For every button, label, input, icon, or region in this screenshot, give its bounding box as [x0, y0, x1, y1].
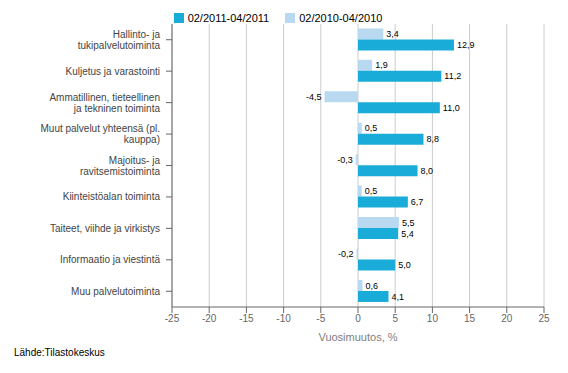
svg-text:Muut palvelut yhteensä (pl.kau: Muut palvelut yhteensä (pl.kauppa)	[40, 123, 160, 145]
svg-text:Hallinto- jatukipalvelutoimint: Hallinto- jatukipalvelutoiminta	[78, 29, 161, 51]
html-text:02/2011-04/2011: 02/2011-04/2011	[187, 12, 270, 24]
svg-text:5,5: 5,5	[402, 218, 415, 228]
svg-text:6,7: 6,7	[411, 197, 424, 207]
svg-text:12,9: 12,9	[457, 40, 475, 50]
svg-text:Muu palvelutoiminta: Muu palvelutoiminta	[71, 286, 160, 297]
svg-text:11,2: 11,2	[444, 71, 461, 81]
svg-text:-5: -5	[316, 313, 325, 324]
html-text:02/2010-04/2010: 02/2010-04/2010	[299, 12, 383, 24]
svg-text:Kuljetus ja varastointi: Kuljetus ja varastointi	[66, 66, 161, 77]
svg-text:20: 20	[501, 313, 513, 324]
html-text:Lähde:Tilastokeskus: Lähde:Tilastokeskus	[14, 347, 105, 358]
svg-text:5,0: 5,0	[398, 260, 411, 270]
svg-text:3,4: 3,4	[386, 29, 399, 39]
svg-text:4,1: 4,1	[392, 292, 405, 302]
svg-text:0,6: 0,6	[365, 281, 378, 291]
svg-text:Majoitus- jaravitsemistoiminta: Majoitus- jaravitsemistoiminta	[80, 155, 160, 177]
svg-text:-0,2: -0,2	[338, 249, 354, 259]
svg-text:Vuosimuutos, %: Vuosimuutos, %	[318, 331, 397, 343]
svg-text:5,4: 5,4	[401, 229, 414, 239]
svg-text:15: 15	[464, 313, 476, 324]
svg-text:Informaatio ja viestintä: Informaatio ja viestintä	[60, 254, 160, 265]
svg-text:11,0: 11,0	[443, 103, 460, 113]
svg-text:0,5: 0,5	[365, 123, 378, 133]
svg-text:-0,3: -0,3	[337, 155, 353, 165]
svg-text:Kiinteistöalan toiminta: Kiinteistöalan toiminta	[63, 191, 161, 202]
svg-text:Taiteet, viihde ja virkistys: Taiteet, viihde ja virkistys	[50, 223, 160, 234]
svg-text:-25: -25	[165, 313, 180, 324]
svg-text:10: 10	[427, 313, 439, 324]
svg-text:-4,5: -4,5	[306, 92, 322, 102]
svg-text:25: 25	[538, 313, 550, 324]
svg-text:8,0: 8,0	[421, 166, 434, 176]
svg-text:1,9: 1,9	[375, 60, 388, 70]
svg-text:-20: -20	[202, 313, 217, 324]
svg-text:0: 0	[355, 313, 361, 324]
svg-text:-15: -15	[239, 313, 254, 324]
svg-text:5: 5	[392, 313, 398, 324]
svg-text:Ammatillinen, tieteellinenja t: Ammatillinen, tieteellinenja tekninen to…	[49, 92, 160, 114]
svg-text:-10: -10	[276, 313, 291, 324]
svg-text:8,8: 8,8	[426, 134, 439, 144]
svg-text:0,5: 0,5	[365, 186, 378, 196]
